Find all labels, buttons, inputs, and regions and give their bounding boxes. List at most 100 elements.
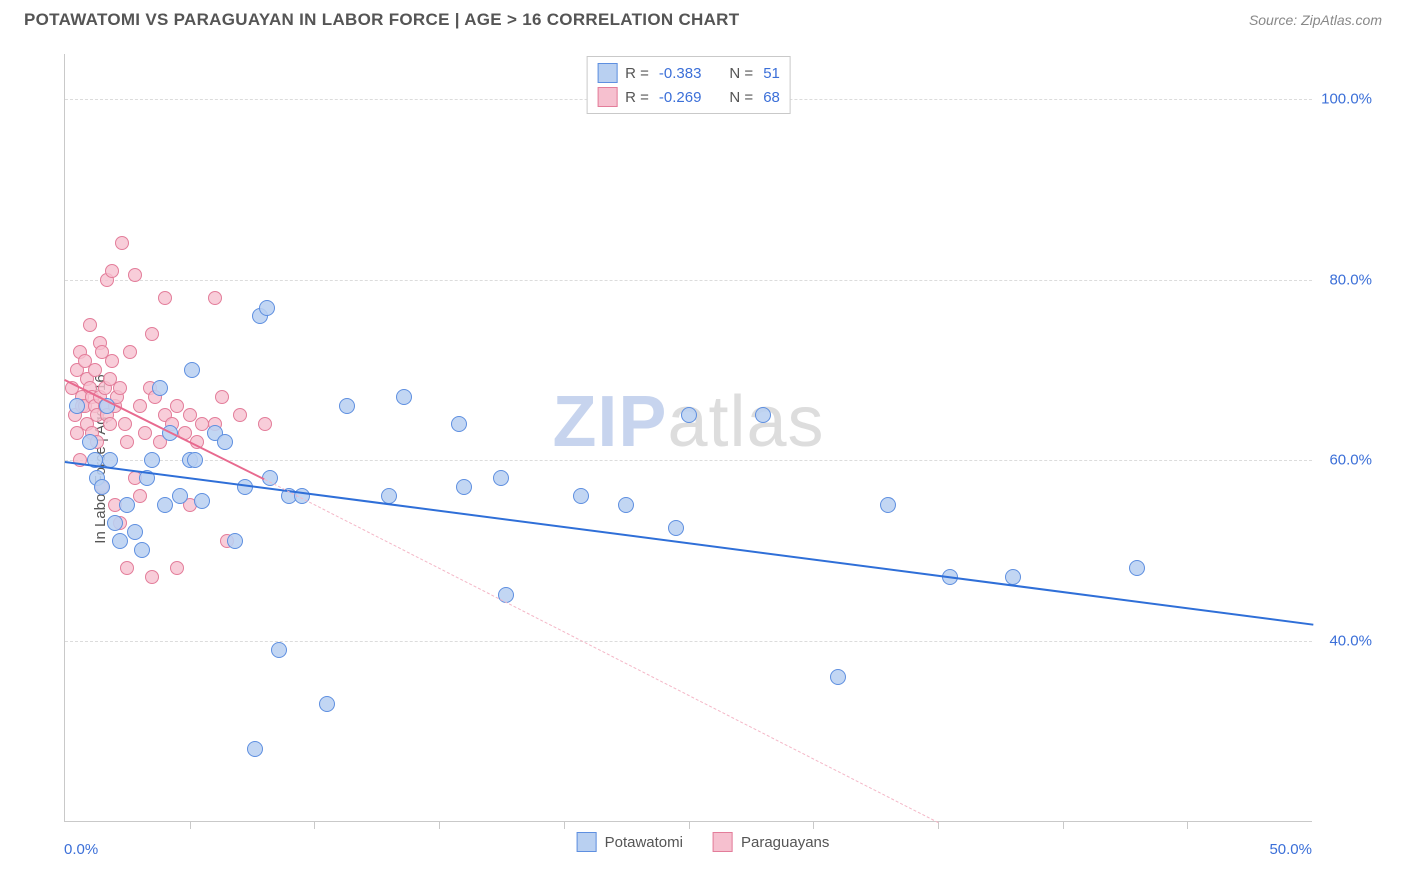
paraguayans-point: [158, 291, 172, 305]
legend-swatch: [713, 832, 733, 852]
potawatomi-point: [259, 300, 275, 316]
paraguayans-point: [170, 561, 184, 575]
potawatomi-point: [668, 520, 684, 536]
paraguayans-point: [183, 408, 197, 422]
paraguayans-point: [105, 354, 119, 368]
legend-swatch: [597, 87, 617, 107]
potawatomi-point: [830, 669, 846, 685]
paraguayans-point: [208, 291, 222, 305]
paraguayans-point: [88, 363, 102, 377]
potawatomi-point: [82, 434, 98, 450]
x-tick: [564, 821, 565, 829]
potawatomi-point: [227, 533, 243, 549]
paraguayans-point: [105, 264, 119, 278]
potawatomi-point: [1129, 560, 1145, 576]
potawatomi-point: [69, 398, 85, 414]
y-tick-label: 100.0%: [1321, 91, 1372, 108]
n-label: N =: [729, 89, 753, 106]
paraguayans-point: [120, 435, 134, 449]
potawatomi-point: [157, 497, 173, 513]
potawatomi-point: [247, 741, 263, 757]
x-axis-min-label: 0.0%: [64, 841, 98, 858]
series-legend-item: Paraguayans: [713, 832, 829, 852]
paraguayans-point: [215, 390, 229, 404]
potawatomi-point: [451, 416, 467, 432]
paraguayans-point: [118, 417, 132, 431]
potawatomi-point: [172, 488, 188, 504]
potawatomi-point: [456, 479, 472, 495]
correlation-legend: R = -0.383 N = 51 R = -0.269 N = 68: [586, 56, 791, 114]
series-label: Paraguayans: [741, 834, 829, 851]
legend-swatch: [597, 63, 617, 83]
potawatomi-point: [755, 407, 771, 423]
series-legend: Potawatomi Paraguayans: [577, 832, 830, 852]
x-tick: [314, 821, 315, 829]
paraguayans-point: [113, 381, 127, 395]
potawatomi-point: [144, 452, 160, 468]
potawatomi-point: [493, 470, 509, 486]
potawatomi-point: [134, 542, 150, 558]
chart-header: POTAWATOMI VS PARAGUAYAN IN LABOR FORCE …: [0, 0, 1406, 36]
potawatomi-point: [187, 452, 203, 468]
x-tick: [1187, 821, 1188, 829]
x-tick: [439, 821, 440, 829]
potawatomi-point: [880, 497, 896, 513]
paraguayans-point: [233, 408, 247, 422]
chart-area: In Labor Force | Age > 16 ZIPatlas R =-0…: [24, 46, 1382, 872]
y-tick-label: 60.0%: [1329, 452, 1372, 469]
correlation-legend-row: R = -0.383 N = 51: [597, 61, 780, 85]
potawatomi-point: [681, 407, 697, 423]
n-value: 68: [763, 89, 780, 106]
potawatomi-point: [127, 524, 143, 540]
potawatomi-point: [618, 497, 634, 513]
potawatomi-point: [184, 362, 200, 378]
x-tick: [813, 821, 814, 829]
correlation-legend-row: R = -0.269 N = 68: [597, 85, 780, 109]
paraguayans-point: [145, 327, 159, 341]
paraguayans-point: [115, 236, 129, 250]
gridline-h: [65, 280, 1312, 281]
paraguayans-point: [128, 268, 142, 282]
paraguayans-point: [103, 417, 117, 431]
paraguayans-point: [123, 345, 137, 359]
potawatomi-point: [112, 533, 128, 549]
potawatomi-point: [217, 434, 233, 450]
potawatomi-trendline: [65, 461, 1313, 626]
x-tick: [1063, 821, 1064, 829]
potawatomi-point: [119, 497, 135, 513]
potawatomi-point: [319, 696, 335, 712]
chart-source: Source: ZipAtlas.com: [1249, 12, 1382, 28]
chart-title: POTAWATOMI VS PARAGUAYAN IN LABOR FORCE …: [24, 10, 739, 30]
gridline-h: [65, 641, 1312, 642]
n-value: 51: [763, 65, 780, 82]
plot-area: ZIPatlas R =-0.383N =51R =-0.269N =68 40…: [64, 54, 1312, 822]
series-legend-item: Potawatomi: [577, 832, 683, 852]
r-label: R =: [625, 89, 649, 106]
potawatomi-point: [573, 488, 589, 504]
potawatomi-point: [194, 493, 210, 509]
x-tick: [190, 821, 191, 829]
potawatomi-point: [396, 389, 412, 405]
potawatomi-point: [271, 642, 287, 658]
x-axis-max-label: 50.0%: [1269, 841, 1312, 858]
series-label: Potawatomi: [605, 834, 683, 851]
paraguayans-point: [138, 426, 152, 440]
potawatomi-point: [152, 380, 168, 396]
r-value: -0.383: [659, 65, 702, 82]
paraguayans-point: [145, 570, 159, 584]
y-tick-label: 80.0%: [1329, 271, 1372, 288]
paraguayans-point: [258, 417, 272, 431]
r-label: R =: [625, 65, 649, 82]
paraguayans-point: [133, 399, 147, 413]
paraguayans-point: [83, 318, 97, 332]
potawatomi-point: [107, 515, 123, 531]
potawatomi-point: [94, 479, 110, 495]
potawatomi-point: [498, 587, 514, 603]
paraguayans-point: [133, 489, 147, 503]
gridline-h: [65, 460, 1312, 461]
paraguayans-point: [120, 561, 134, 575]
r-value: -0.269: [659, 89, 702, 106]
paraguayans-point: [170, 399, 184, 413]
legend-swatch: [577, 832, 597, 852]
n-label: N =: [729, 65, 753, 82]
